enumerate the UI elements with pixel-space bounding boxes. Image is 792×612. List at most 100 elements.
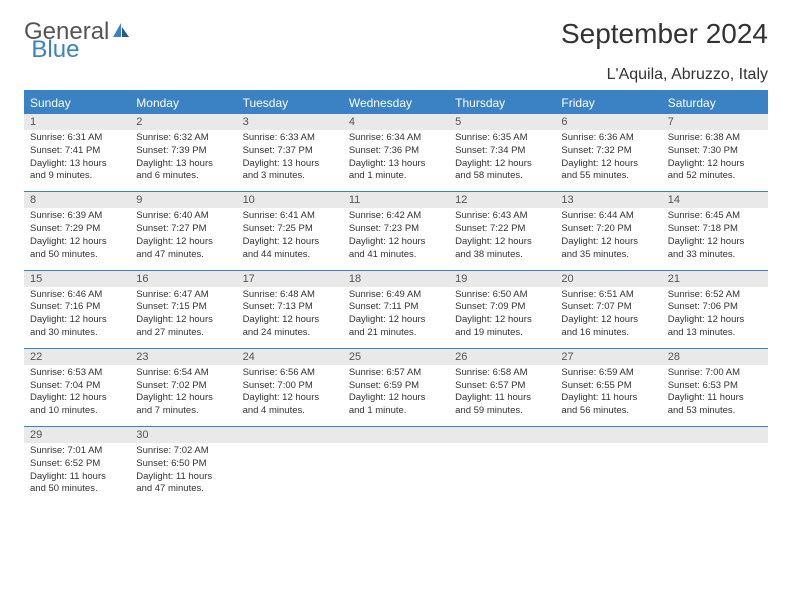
sunset-line: Sunset: 7:15 PM <box>136 301 230 314</box>
day-body: Sunrise: 6:50 AMSunset: 7:09 PMDaylight:… <box>449 287 555 348</box>
sunrise-line: Sunrise: 7:02 AM <box>136 445 230 458</box>
day-cell: 10Sunrise: 6:41 AMSunset: 7:25 PMDayligh… <box>237 192 343 269</box>
daylight-line: Daylight: 12 hours and 1 minute. <box>349 392 443 418</box>
day-cell: 29Sunrise: 7:01 AMSunset: 6:52 PMDayligh… <box>24 427 130 504</box>
day-number: 11 <box>343 192 449 208</box>
sunrise-line: Sunrise: 6:31 AM <box>30 132 124 145</box>
sunset-line: Sunset: 7:04 PM <box>30 380 124 393</box>
day-cell: 8Sunrise: 6:39 AMSunset: 7:29 PMDaylight… <box>24 192 130 269</box>
day-cell: 12Sunrise: 6:43 AMSunset: 7:22 PMDayligh… <box>449 192 555 269</box>
sunrise-line: Sunrise: 6:47 AM <box>136 289 230 302</box>
day-cell: 19Sunrise: 6:50 AMSunset: 7:09 PMDayligh… <box>449 271 555 348</box>
sunset-line: Sunset: 7:36 PM <box>349 145 443 158</box>
location: L'Aquila, Abruzzo, Italy <box>24 66 768 84</box>
sunset-line: Sunset: 7:32 PM <box>561 145 655 158</box>
sunrise-line: Sunrise: 6:39 AM <box>30 210 124 223</box>
daylight-line: Daylight: 12 hours and 30 minutes. <box>30 314 124 340</box>
day-number: 3 <box>237 114 343 130</box>
sunrise-line: Sunrise: 6:43 AM <box>455 210 549 223</box>
daylight-line: Daylight: 12 hours and 4 minutes. <box>243 392 337 418</box>
sunrise-line: Sunrise: 6:59 AM <box>561 367 655 380</box>
day-body: Sunrise: 6:57 AMSunset: 6:59 PMDaylight:… <box>343 365 449 426</box>
day-number: 5 <box>449 114 555 130</box>
day-cell: 4Sunrise: 6:34 AMSunset: 7:36 PMDaylight… <box>343 114 449 191</box>
day-number: 29 <box>24 427 130 443</box>
daylight-line: Daylight: 12 hours and 33 minutes. <box>668 236 762 262</box>
sunrise-line: Sunrise: 6:36 AM <box>561 132 655 145</box>
daylight-line: Daylight: 12 hours and 52 minutes. <box>668 158 762 184</box>
day-cell: 3Sunrise: 6:33 AMSunset: 7:37 PMDaylight… <box>237 114 343 191</box>
sunset-line: Sunset: 7:34 PM <box>455 145 549 158</box>
day-number: 26 <box>449 349 555 365</box>
day-cell: 23Sunrise: 6:54 AMSunset: 7:02 PMDayligh… <box>130 349 236 426</box>
daylight-line: Daylight: 12 hours and 10 minutes. <box>30 392 124 418</box>
sunrise-line: Sunrise: 6:48 AM <box>243 289 337 302</box>
day-body: Sunrise: 6:39 AMSunset: 7:29 PMDaylight:… <box>24 208 130 269</box>
daylight-line: Daylight: 12 hours and 7 minutes. <box>136 392 230 418</box>
sunset-line: Sunset: 7:20 PM <box>561 223 655 236</box>
daylight-line: Daylight: 12 hours and 19 minutes. <box>455 314 549 340</box>
day-header: Friday <box>555 92 661 114</box>
sunrise-line: Sunrise: 6:34 AM <box>349 132 443 145</box>
daylight-line: Daylight: 11 hours and 59 minutes. <box>455 392 549 418</box>
day-body: Sunrise: 6:36 AMSunset: 7:32 PMDaylight:… <box>555 130 661 191</box>
sunset-line: Sunset: 7:37 PM <box>243 145 337 158</box>
daylight-line: Daylight: 13 hours and 1 minute. <box>349 158 443 184</box>
daylight-line: Daylight: 12 hours and 35 minutes. <box>561 236 655 262</box>
sunset-line: Sunset: 7:27 PM <box>136 223 230 236</box>
sunrise-line: Sunrise: 6:41 AM <box>243 210 337 223</box>
week-row: 1 Sunrise: 6:31 AMSunset: 7:41 PM Daylight… <box>24 114 768 192</box>
sunrise-line: Sunrise: 6:52 AM <box>668 289 762 302</box>
daylight-line: Daylight: 12 hours and 47 minutes. <box>136 236 230 262</box>
daylight-line: Daylight: 12 hours and 21 minutes. <box>349 314 443 340</box>
daylight-line: Daylight: 11 hours and 50 minutes. <box>30 471 124 497</box>
day-header: Sunday <box>24 92 130 114</box>
day-cell: 7Sunrise: 6:38 AMSunset: 7:30 PMDaylight… <box>662 114 768 191</box>
day-cell: 14Sunrise: 6:45 AMSunset: 7:18 PMDayligh… <box>662 192 768 269</box>
week-row: 8Sunrise: 6:39 AMSunset: 7:29 PMDaylight… <box>24 192 768 270</box>
sunset-line: Sunset: 7:22 PM <box>455 223 549 236</box>
daylight-line: Daylight: 12 hours and 24 minutes. <box>243 314 337 340</box>
day-body: Sunrise: 6:35 AMSunset: 7:34 PMDaylight:… <box>449 130 555 191</box>
sunrise-line: Sunrise: 6:49 AM <box>349 289 443 302</box>
day-cell: 18Sunrise: 6:49 AMSunset: 7:11 PMDayligh… <box>343 271 449 348</box>
day-number: 1 <box>24 114 130 130</box>
daylight-line: Daylight: 12 hours and 50 minutes. <box>30 236 124 262</box>
day-body: Sunrise: 6:54 AMSunset: 7:02 PMDaylight:… <box>130 365 236 426</box>
day-number: 23 <box>130 349 236 365</box>
logo-text-blue: Blue <box>31 36 79 64</box>
daylight-line: Daylight: 12 hours and 44 minutes. <box>243 236 337 262</box>
day-cell: 5Sunrise: 6:35 AMSunset: 7:34 PMDaylight… <box>449 114 555 191</box>
day-number: 2 <box>130 114 236 130</box>
day-number: 24 <box>237 349 343 365</box>
day-cell: 16Sunrise: 6:47 AMSunset: 7:15 PMDayligh… <box>130 271 236 348</box>
sunset-line: Sunset: 6:55 PM <box>561 380 655 393</box>
day-cell: 30Sunrise: 7:02 AMSunset: 6:50 PMDayligh… <box>130 427 236 504</box>
sunset-line: Sunset: 7:41 PM <box>30 145 124 158</box>
day-cell: 11Sunrise: 6:42 AMSunset: 7:23 PMDayligh… <box>343 192 449 269</box>
day-body: Sunrise: 6:33 AMSunset: 7:37 PMDaylight:… <box>237 130 343 191</box>
day-body: Sunrise: 7:02 AMSunset: 6:50 PMDaylight:… <box>130 443 236 504</box>
day-cell: 6Sunrise: 6:36 AMSunset: 7:32 PMDaylight… <box>555 114 661 191</box>
empty-cell <box>662 427 768 504</box>
day-header: Thursday <box>449 92 555 114</box>
day-cell: 21Sunrise: 6:52 AMSunset: 7:06 PMDayligh… <box>662 271 768 348</box>
daylight-line: Daylight: 11 hours and 47 minutes. <box>136 471 230 497</box>
day-number: 21 <box>662 271 768 287</box>
week-row: 29Sunrise: 7:01 AMSunset: 6:52 PMDayligh… <box>24 427 768 504</box>
day-body: Sunrise: 6:56 AMSunset: 7:00 PMDaylight:… <box>237 365 343 426</box>
day-number: 16 <box>130 271 236 287</box>
sunrise-line: Sunrise: 6:42 AM <box>349 210 443 223</box>
sunrise-line: Sunrise: 6:54 AM <box>136 367 230 380</box>
sunset-line: Sunset: 7:07 PM <box>561 301 655 314</box>
day-number: 10 <box>237 192 343 208</box>
sunrise-line: Sunrise: 6:56 AM <box>243 367 337 380</box>
day-cell: 26Sunrise: 6:58 AMSunset: 6:57 PMDayligh… <box>449 349 555 426</box>
day-body: Sunrise: 6:49 AMSunset: 7:11 PMDaylight:… <box>343 287 449 348</box>
sunrise-line: Sunrise: 6:57 AM <box>349 367 443 380</box>
day-header: Tuesday <box>237 92 343 114</box>
day-cell: 27Sunrise: 6:59 AMSunset: 6:55 PMDayligh… <box>555 349 661 426</box>
empty-cell <box>555 427 661 504</box>
sunset-line: Sunset: 7:06 PM <box>668 301 762 314</box>
sunset-line: Sunset: 7:11 PM <box>349 301 443 314</box>
